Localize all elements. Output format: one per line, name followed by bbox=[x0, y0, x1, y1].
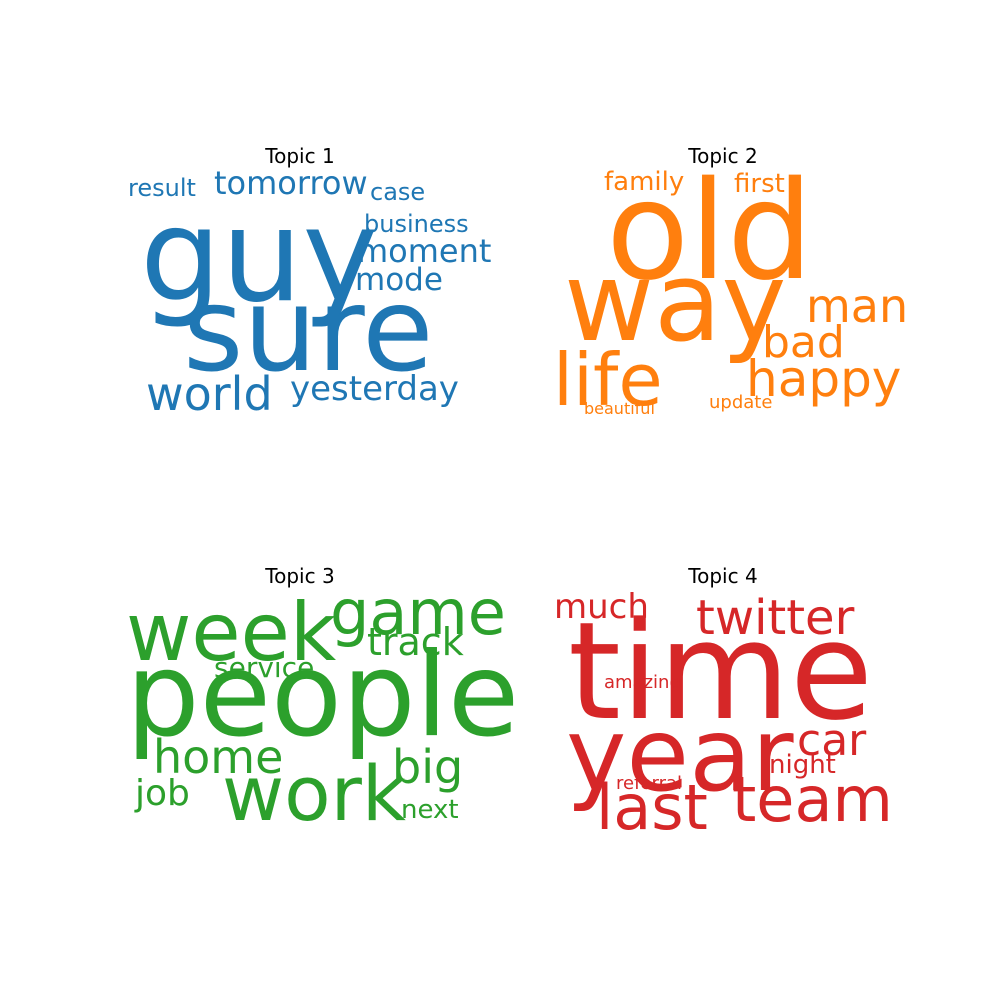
cloud-word: case bbox=[370, 178, 425, 206]
cloud-word: life bbox=[553, 338, 663, 422]
cloud-word: bad bbox=[762, 317, 845, 368]
cloud-word: track bbox=[367, 620, 464, 664]
cloud-word: referral bbox=[616, 773, 682, 794]
cloud-word: twitter bbox=[696, 590, 855, 646]
cloud-word: big bbox=[392, 740, 463, 794]
cloud-word: yesterday bbox=[290, 369, 459, 409]
cloud-word: car bbox=[797, 715, 867, 766]
cloud-word: mode bbox=[355, 262, 443, 298]
cloud-word: guy bbox=[140, 182, 378, 331]
cloud-word: way bbox=[564, 238, 786, 366]
cloud-word: first bbox=[734, 169, 785, 199]
cloud-word: old bbox=[606, 153, 813, 311]
cloud-word: much bbox=[554, 587, 649, 627]
cloud-word: business bbox=[364, 210, 469, 238]
cloud-word: result bbox=[128, 174, 196, 202]
cloud-word: family bbox=[604, 167, 684, 197]
cloud-word: sure bbox=[183, 263, 433, 398]
cloud-word: team bbox=[732, 763, 893, 836]
cloud-word: home bbox=[153, 730, 283, 784]
cloud-word: week bbox=[126, 586, 337, 679]
cloud-word: people bbox=[126, 628, 519, 763]
panel-title: Topic 3 bbox=[264, 564, 334, 588]
cloud-word: next bbox=[401, 795, 459, 825]
cloud-word: job bbox=[134, 773, 190, 814]
cloud-word: man bbox=[806, 279, 908, 333]
cloud-word: beautiful bbox=[584, 399, 655, 418]
cloud-word: night bbox=[769, 750, 836, 780]
cloud-word: happy bbox=[746, 350, 901, 408]
panel-title: Topic 4 bbox=[687, 564, 757, 588]
cloud-word: work bbox=[222, 749, 406, 838]
cloud-word: game bbox=[330, 576, 506, 649]
cloud-word: world bbox=[146, 367, 273, 421]
cloud-word: service bbox=[214, 651, 314, 684]
panel-title: Topic 2 bbox=[687, 144, 757, 168]
cloud-word: time bbox=[568, 593, 873, 750]
cloud-word: amazing bbox=[604, 672, 681, 693]
panel-title: Topic 1 bbox=[264, 144, 334, 168]
cloud-word: last bbox=[596, 771, 708, 844]
cloud-word: moment bbox=[357, 232, 491, 270]
cloud-word: year bbox=[566, 696, 794, 815]
cloud-word: update bbox=[709, 392, 772, 413]
cloud-word: tomorrow bbox=[214, 164, 368, 202]
